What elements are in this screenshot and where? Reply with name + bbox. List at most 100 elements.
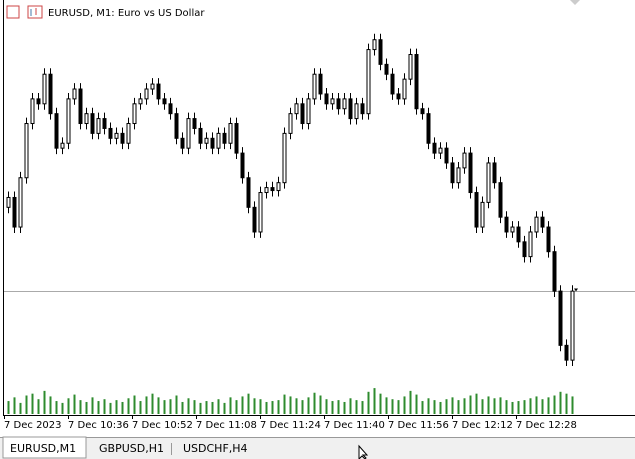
candle-body — [84, 113, 89, 125]
candle-body — [96, 118, 101, 134]
candle-body — [540, 216, 545, 228]
candle-body — [498, 182, 503, 218]
candle-body — [138, 98, 143, 105]
candle-body — [486, 162, 491, 203]
active-tab[interactable] — [2, 436, 87, 459]
candle-body — [480, 201, 485, 228]
candle-body — [414, 54, 419, 110]
candle-body — [264, 187, 269, 194]
candle-body — [354, 103, 359, 120]
candle-body — [468, 152, 473, 194]
candle-body — [120, 132, 125, 144]
tab[interactable]: GBPUSD,H1 — [99, 442, 164, 455]
chart-area — [0, 0, 635, 437]
candle-body — [492, 162, 497, 184]
candle-body — [312, 73, 317, 100]
candle-body — [192, 118, 197, 129]
candle-body — [390, 73, 395, 95]
x-tick-label: 7 Dec 10:52 — [132, 420, 193, 431]
candle-body — [60, 142, 65, 149]
candle-body — [378, 39, 383, 65]
candle-body — [444, 147, 449, 164]
candle-body — [198, 127, 203, 144]
candle-body — [546, 226, 551, 253]
candle-body — [570, 290, 575, 361]
icon[interactable] — [27, 5, 43, 19]
title-icons — [6, 5, 43, 19]
candle-body — [270, 187, 275, 192]
candle-body — [456, 167, 461, 184]
candle-body — [240, 152, 245, 179]
candle-body — [396, 93, 401, 100]
candle-body — [336, 98, 341, 110]
candle-body — [408, 54, 413, 80]
candle-body — [102, 118, 107, 129]
candle-body — [318, 73, 323, 95]
candle-body — [288, 113, 293, 134]
candle-body — [342, 98, 347, 110]
candle-body — [156, 83, 161, 100]
candle-body — [222, 132, 227, 144]
candle-body — [306, 98, 311, 125]
scroll-arrow[interactable] — [570, 0, 580, 5]
candle-body — [216, 132, 221, 149]
candle-body — [462, 152, 467, 169]
candle-body — [360, 103, 365, 115]
candle-body — [330, 98, 335, 105]
candle-body — [432, 142, 437, 154]
candle-body — [12, 196, 17, 228]
candle-body — [372, 39, 377, 51]
candle-body — [204, 137, 209, 144]
candle-body — [234, 123, 239, 154]
candle-body — [150, 83, 155, 90]
tab[interactable]: EURUSD,M1 — [10, 442, 76, 455]
candle-body — [558, 290, 563, 346]
icon[interactable] — [6, 5, 20, 19]
x-tick-label: 7 Dec 12:12 — [452, 420, 513, 431]
candle-body — [210, 137, 215, 149]
candle-body — [474, 192, 479, 228]
candle-body — [282, 132, 287, 184]
candle-body — [522, 241, 527, 258]
candle-body — [24, 123, 29, 179]
candle-body — [420, 108, 425, 115]
candle-body — [108, 127, 113, 139]
candle-body — [438, 147, 443, 154]
candle-body — [516, 226, 521, 243]
candle-body — [168, 103, 173, 115]
candle-body — [174, 113, 179, 139]
candle-body — [18, 177, 23, 228]
candle-body — [48, 73, 53, 115]
candle-body — [6, 196, 11, 208]
candle-body — [324, 93, 329, 105]
candle-body — [564, 344, 569, 361]
candle-body — [228, 123, 233, 144]
x-tick-label: 7 Dec 12:28 — [516, 420, 577, 431]
candle-body — [276, 182, 281, 192]
candle-body — [366, 49, 371, 115]
bid-marker — [574, 288, 578, 292]
candle-body — [132, 103, 137, 125]
candle-body — [528, 231, 533, 258]
candle-body — [72, 88, 77, 100]
candle-body — [78, 88, 83, 125]
chart-title: EURUSD, M1: Euro vs US Dollar — [48, 8, 205, 19]
candle-body — [348, 98, 353, 120]
candle-body — [402, 78, 407, 100]
candle-body — [114, 132, 119, 139]
candle-body — [252, 206, 257, 233]
candle-body — [90, 113, 95, 134]
tab-bar — [0, 437, 635, 459]
x-tick-label: 7 Dec 11:08 — [196, 420, 257, 431]
candle-body — [450, 162, 455, 184]
candle-body — [384, 63, 389, 75]
tab[interactable]: USDCHF,H4 — [183, 442, 248, 455]
x-tick-label: 7 Dec 2023 — [4, 420, 62, 431]
candle-body — [144, 88, 149, 100]
candle-body — [258, 192, 263, 233]
candle-body — [294, 103, 299, 115]
candle-body — [162, 98, 167, 105]
candle-body — [246, 177, 251, 208]
x-tick-label: 7 Dec 10:36 — [68, 420, 129, 431]
